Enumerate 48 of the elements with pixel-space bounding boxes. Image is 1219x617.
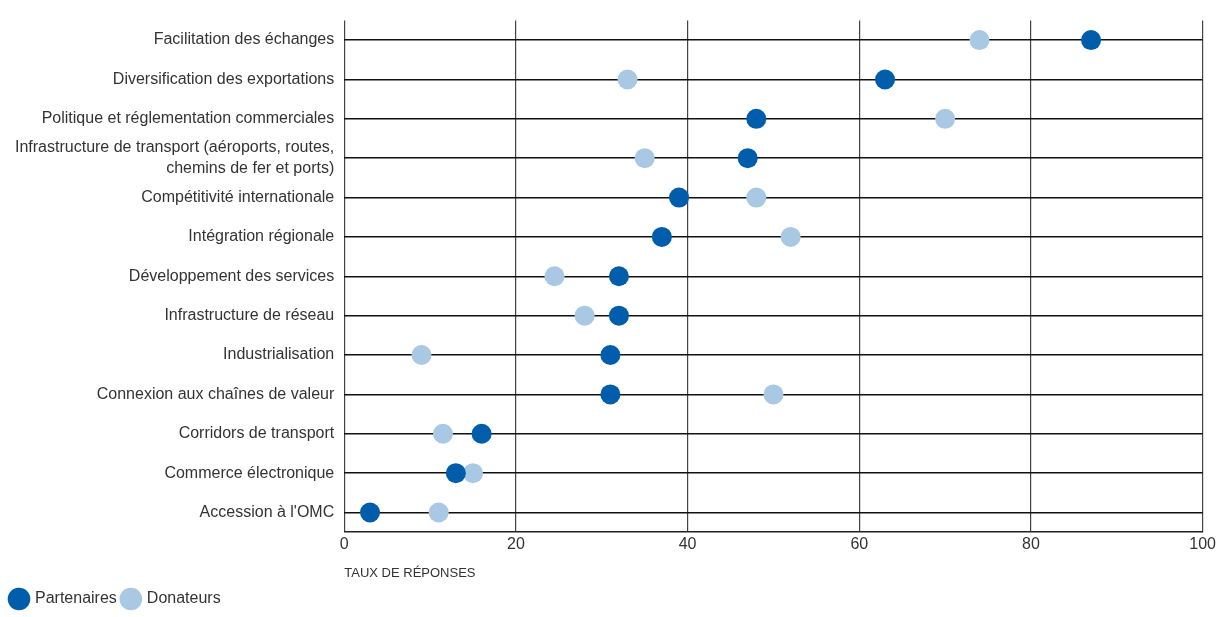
- point: [463, 463, 484, 484]
- point: [471, 423, 492, 444]
- point: [608, 305, 629, 326]
- x-tick-label: 100: [1189, 535, 1217, 553]
- point: [969, 30, 990, 51]
- point: [935, 108, 956, 129]
- point: [746, 187, 767, 208]
- y-tick-label: Facilitation des échanges: [153, 30, 335, 48]
- y-tick-label: Intégration régionale: [188, 227, 335, 245]
- point: [411, 345, 432, 366]
- x-tick-label: 40: [678, 535, 697, 553]
- point: [746, 108, 767, 129]
- y-tick-label: Commerce électronique: [164, 463, 335, 481]
- y-tick-label: Infrastructure de transport (aéroports, routes, chemins de fer et ports): [14, 138, 335, 176]
- point: [600, 345, 621, 366]
- legend-label: Donateurs: [146, 589, 221, 607]
- x-tick-label: 80: [1022, 535, 1040, 553]
- point: [737, 148, 758, 169]
- point: [608, 266, 629, 287]
- y-tick-label: Développement des services: [128, 266, 335, 284]
- point: [651, 226, 672, 247]
- point: [360, 502, 381, 523]
- point: [669, 187, 690, 208]
- point: [1081, 30, 1102, 51]
- x-tick-label: 60: [850, 535, 869, 553]
- y-tick-label: Accession à l'OMC: [199, 502, 335, 520]
- x-tick-label: 0: [339, 535, 349, 553]
- y-tick-label: Diversification des exportations: [112, 69, 335, 87]
- point: [875, 69, 896, 90]
- point: [428, 502, 449, 523]
- y-tick-label: Infrastructure de réseau: [164, 306, 335, 324]
- y-tick-label: Politique et réglementation commerciales: [41, 109, 335, 127]
- y-tick-label: Compétitivité internationale: [141, 187, 335, 205]
- point: [617, 69, 638, 90]
- point: [574, 305, 595, 326]
- point: [634, 148, 655, 169]
- point: [780, 226, 801, 247]
- x-axis-title: TAUX DE RÉPONSES: [344, 564, 476, 580]
- x-tick-label: 20: [507, 535, 525, 553]
- point: [600, 384, 621, 405]
- point: [432, 423, 453, 444]
- y-tick-label: Connexion aux chaînes de valeur: [96, 384, 335, 402]
- point: [445, 463, 466, 484]
- point: [544, 266, 565, 287]
- y-tick-label: Industrialisation: [223, 345, 335, 363]
- y-tick-label: Corridors de transport: [178, 424, 335, 442]
- point: [763, 384, 784, 405]
- legend-label: Partenaires: [35, 589, 117, 607]
